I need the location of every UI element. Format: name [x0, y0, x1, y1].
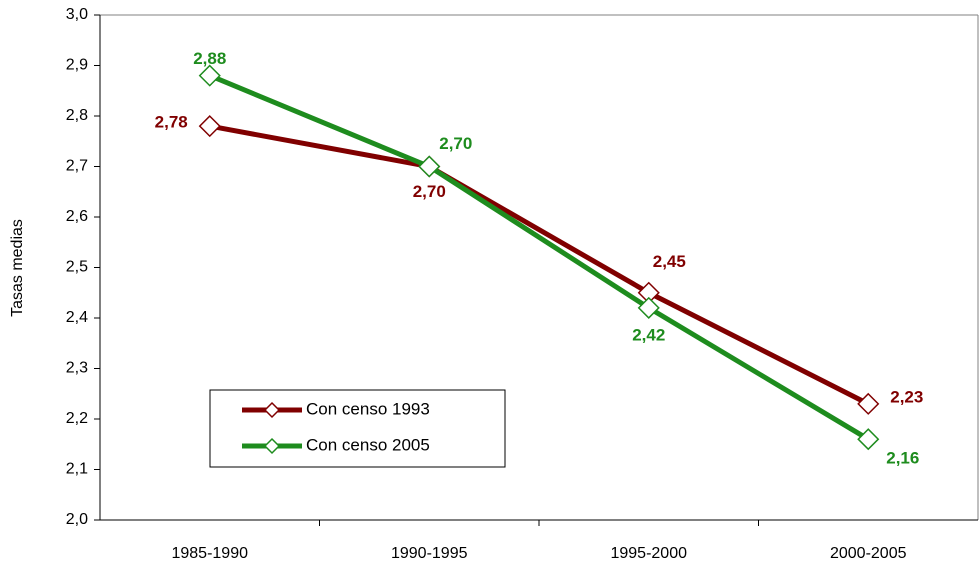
y-tick-label: 2,7 [66, 158, 88, 175]
marker [857, 392, 880, 415]
y-tick-label: 2,4 [66, 309, 88, 326]
legend-label: Con censo 1993 [306, 399, 430, 418]
value-label: 2,70 [413, 182, 446, 201]
legend-marker [263, 437, 281, 455]
x-tick-label: 1990-1995 [391, 545, 468, 562]
marker [418, 155, 441, 178]
y-tick-label: 2,3 [66, 360, 88, 377]
marker [637, 296, 660, 319]
y-tick-label: 2,8 [66, 107, 88, 124]
marker [198, 115, 221, 138]
value-label: 2,78 [155, 113, 188, 132]
x-tick-label: 1985-1990 [171, 545, 248, 562]
series-line [208, 73, 870, 442]
series-line [209, 123, 870, 407]
value-label: 2,23 [890, 387, 923, 406]
y-tick-label: 3,0 [66, 6, 88, 23]
legend-marker [263, 401, 281, 419]
legend-label: Con censo 2005 [306, 435, 430, 454]
marker [857, 428, 880, 451]
value-label: 2,16 [886, 449, 919, 468]
value-label: 2,70 [439, 134, 472, 153]
y-tick-label: 2,9 [66, 57, 88, 74]
x-tick-label: 2000-2005 [830, 545, 907, 562]
y-axis-label: Tasas medias [9, 219, 26, 317]
y-tick-label: 2,0 [66, 511, 88, 528]
value-label: 2,88 [193, 49, 226, 68]
value-label: 2,45 [653, 252, 686, 271]
x-tick-label: 1995-2000 [610, 545, 687, 562]
legend-box [209, 389, 506, 468]
marker [198, 64, 221, 87]
y-tick-label: 2,5 [66, 259, 88, 276]
value-label: 2,42 [632, 325, 665, 344]
y-tick-label: 2,2 [66, 410, 88, 427]
y-tick-label: 2,6 [66, 208, 88, 225]
y-tick-label: 2,1 [66, 461, 88, 478]
